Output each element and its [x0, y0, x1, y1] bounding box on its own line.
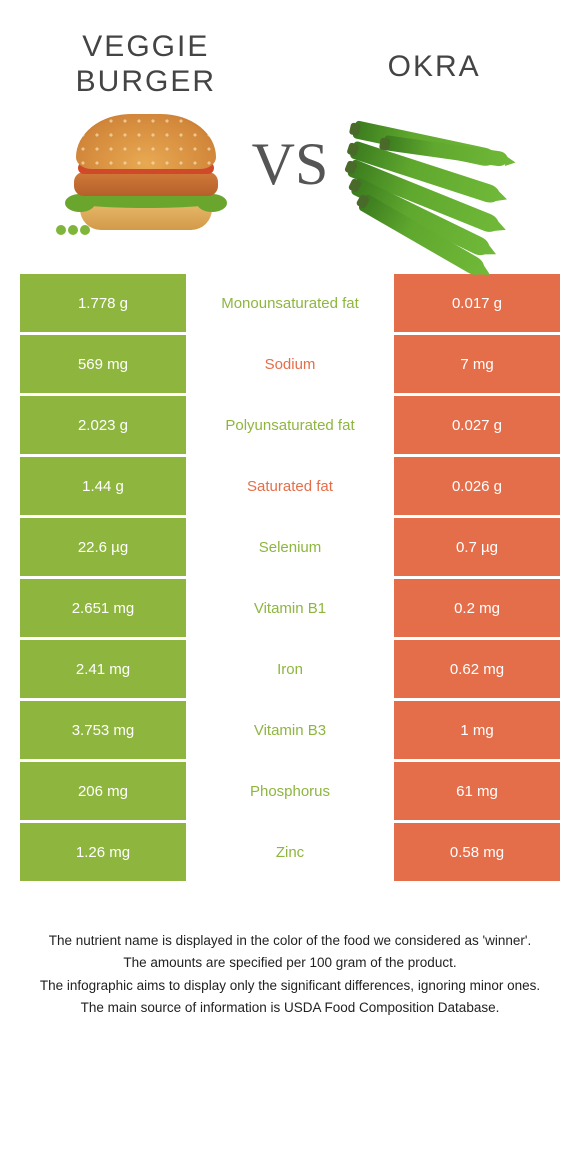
footnotes: The nutrient name is displayed in the co… [30, 931, 550, 1018]
left-value: 569 mg [20, 335, 186, 393]
table-row: 1.778 gMonounsaturated fat0.017 g [20, 274, 560, 332]
left-food-column: VEGGIE BURGER [40, 30, 252, 254]
right-value: 0.2 mg [394, 579, 560, 637]
nutrient-label: Phosphorus [186, 762, 394, 820]
vs-label: VS [252, 30, 329, 199]
right-value: 61 mg [394, 762, 560, 820]
right-value: 1 mg [394, 701, 560, 759]
nutrient-label: Polyunsaturated fat [186, 396, 394, 454]
left-food-title: VEGGIE BURGER [40, 30, 252, 99]
nutrient-label: Vitamin B1 [186, 579, 394, 637]
footnote-line: The infographic aims to display only the… [30, 976, 550, 996]
left-value: 3.753 mg [20, 701, 186, 759]
okra-illustration [344, 100, 524, 240]
table-row: 2.023 gPolyunsaturated fat0.027 g [20, 396, 560, 454]
table-row: 3.753 mgVitamin B31 mg [20, 701, 560, 759]
right-value: 0.017 g [394, 274, 560, 332]
burger-illustration [56, 114, 236, 254]
left-value: 1.26 mg [20, 823, 186, 881]
table-row: 1.44 gSaturated fat0.026 g [20, 457, 560, 515]
nutrient-label: Selenium [186, 518, 394, 576]
footnote-line: The amounts are specified per 100 gram o… [30, 953, 550, 973]
nutrient-label: Monounsaturated fat [186, 274, 394, 332]
left-value: 206 mg [20, 762, 186, 820]
nutrient-label: Vitamin B3 [186, 701, 394, 759]
table-row: 2.41 mgIron0.62 mg [20, 640, 560, 698]
right-value: 0.62 mg [394, 640, 560, 698]
nutrient-label: Sodium [186, 335, 394, 393]
footnote-line: The main source of information is USDA F… [30, 998, 550, 1018]
table-row: 1.26 mgZinc0.58 mg [20, 823, 560, 881]
left-value: 1.44 g [20, 457, 186, 515]
table-row: 206 mgPhosphorus61 mg [20, 762, 560, 820]
nutrient-label: Zinc [186, 823, 394, 881]
nutrient-label: Saturated fat [186, 457, 394, 515]
right-value: 0.7 µg [394, 518, 560, 576]
right-value: 0.027 g [394, 396, 560, 454]
footnote-line: The nutrient name is displayed in the co… [30, 931, 550, 951]
table-row: 569 mgSodium7 mg [20, 335, 560, 393]
left-value: 1.778 g [20, 274, 186, 332]
right-value: 7 mg [394, 335, 560, 393]
left-value: 2.651 mg [20, 579, 186, 637]
left-value: 22.6 µg [20, 518, 186, 576]
right-value: 0.026 g [394, 457, 560, 515]
table-row: 22.6 µgSelenium0.7 µg [20, 518, 560, 576]
right-value: 0.58 mg [394, 823, 560, 881]
right-food-column: OKRA [328, 30, 540, 240]
left-value: 2.023 g [20, 396, 186, 454]
left-value: 2.41 mg [20, 640, 186, 698]
nutrient-table: 1.778 gMonounsaturated fat0.017 g569 mgS… [20, 274, 560, 881]
header: VEGGIE BURGER VS OKRA [0, 0, 580, 264]
nutrient-label: Iron [186, 640, 394, 698]
table-row: 2.651 mgVitamin B10.2 mg [20, 579, 560, 637]
right-food-title: OKRA [328, 50, 540, 85]
